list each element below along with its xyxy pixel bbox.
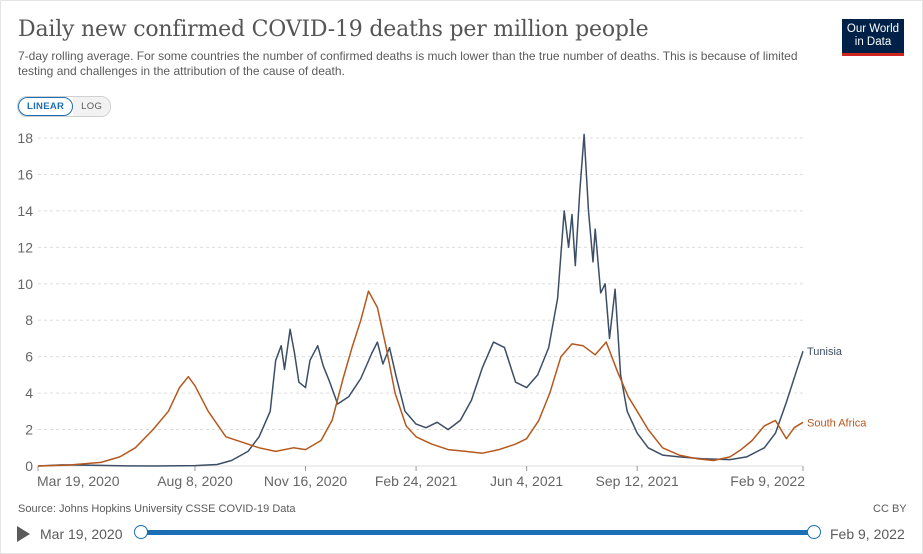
y-tick-label: 4	[25, 385, 33, 401]
y-tick-label: 16	[17, 166, 33, 182]
timeline-end-label: Feb 9, 2022	[830, 526, 905, 542]
series-label: Tunisia	[807, 346, 843, 358]
series-label: South Africa	[807, 417, 867, 429]
x-tick-label: Feb 9, 2022	[730, 473, 805, 489]
x-tick-label: Feb 24, 2021	[375, 473, 458, 489]
y-tick-label: 10	[17, 276, 33, 292]
x-tick-label: Mar 19, 2020	[37, 473, 120, 489]
series-line-south-africa	[38, 291, 803, 466]
line-chart: 0 2 4 6 8 10 12 14 16 18 Mar 19, 2020 Aug 8, 2020 No…	[0, 0, 923, 500]
y-tick-label: 12	[17, 239, 33, 255]
grid-layer	[38, 138, 803, 471]
play-icon[interactable]	[17, 526, 30, 542]
y-tick-label: 0	[25, 458, 33, 474]
y-tick-label: 8	[25, 312, 33, 328]
x-tick-label: Sep 12, 2021	[596, 473, 680, 489]
license-link[interactable]: CC BY	[873, 503, 907, 515]
x-tick-label: Aug 8, 2020	[157, 473, 233, 489]
series-layer	[38, 134, 803, 466]
timeline-end-handle[interactable]	[807, 525, 821, 539]
x-tick-label: Jun 4, 2021	[490, 473, 563, 489]
series-line-tunisia	[38, 134, 803, 466]
x-tick-label: Nov 16, 2020	[264, 473, 347, 489]
source-note: Source: Johns Hopkins University CSSE CO…	[18, 503, 296, 515]
y-tick-label: 18	[17, 130, 33, 146]
y-tick-label: 2	[25, 422, 33, 438]
y-tick-label: 14	[17, 203, 33, 219]
y-tick-label: 6	[25, 349, 33, 365]
timeline-track[interactable]	[141, 530, 814, 535]
label-layer: 0 2 4 6 8 10 12 14 16 18 Mar 19, 2020 Aug 8, 2020 No…	[17, 130, 867, 489]
timeline-start-handle[interactable]	[134, 525, 148, 539]
timeline-start-label: Mar 19, 2020	[40, 526, 123, 542]
timeline: Mar 19, 2020 Feb 9, 2022	[0, 520, 923, 550]
